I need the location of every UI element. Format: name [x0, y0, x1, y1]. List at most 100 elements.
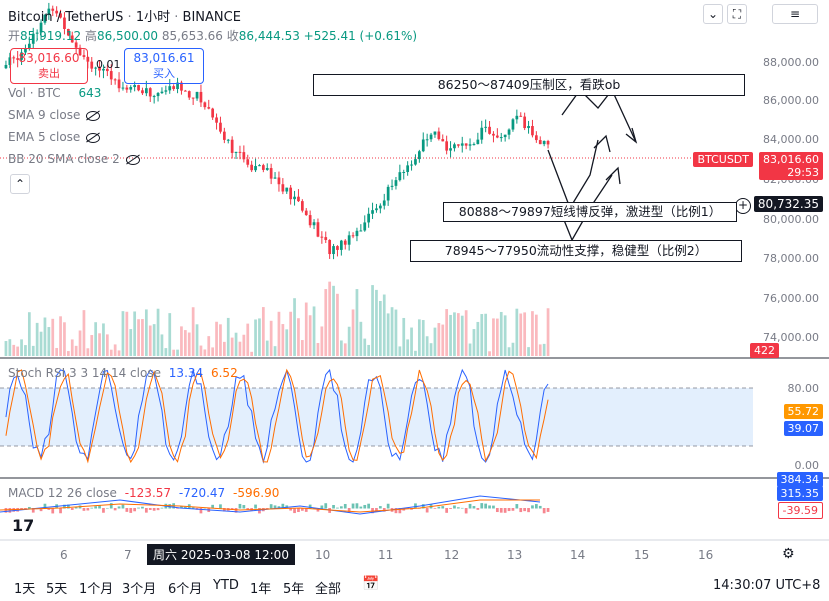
macd-bar — [47, 508, 51, 510]
timeframe-button[interactable]: 5天 — [46, 582, 68, 597]
volume-bar — [230, 337, 234, 356]
volume-bar — [406, 339, 410, 356]
volume-bar — [281, 324, 285, 356]
candle-body — [453, 144, 456, 149]
candle-body — [219, 122, 222, 132]
timeframe-button[interactable]: 3个月 — [122, 582, 157, 597]
candle-body — [492, 133, 495, 136]
macd-bar — [515, 504, 519, 509]
candle-body — [367, 213, 371, 223]
volume-bar — [211, 347, 215, 356]
volume-bar — [47, 327, 51, 356]
tradingview-logo[interactable]: 17 — [12, 516, 35, 535]
volume-bar — [289, 311, 293, 356]
macd-bar — [293, 508, 296, 514]
timeframe-button[interactable]: 1年 — [250, 582, 272, 597]
time-axis-label: 6 — [60, 548, 68, 562]
candle-body — [16, 58, 20, 60]
symbol-title-row[interactable]: Bitcoin / TetherUS · 1小时 · BINANCE — [8, 6, 241, 25]
volume-bar — [238, 341, 242, 356]
ema-indicator-label[interactable]: EMA 5 close — [8, 130, 101, 144]
timeframe-button[interactable]: 6个月 — [168, 582, 203, 597]
price-axis-label: 88,000.00 — [763, 56, 819, 69]
candle-body — [406, 165, 410, 173]
price-axis-label: 80,000.00 — [763, 213, 819, 226]
buy-button[interactable]: 83,016.61 买入 — [124, 48, 204, 84]
macd-bar — [297, 508, 300, 513]
candle-body — [183, 90, 187, 92]
timeframe-button[interactable]: 1天 — [14, 582, 36, 597]
collapse-chevron-icon[interactable]: ⌃ — [10, 174, 30, 194]
volume-bar — [246, 323, 250, 356]
support-zone-label[interactable]: 78945～77950流动性支撑，稳健型（比例2） — [410, 240, 742, 262]
candle-body — [121, 87, 125, 89]
candle-body — [441, 139, 445, 142]
candle-body — [187, 91, 191, 98]
volume-bar — [414, 350, 417, 356]
stoch-k-value: 13.34 — [168, 366, 204, 380]
macd-label[interactable]: MACD 12 26 close -123.57 -720.47 -596.90 — [8, 486, 280, 500]
volume-bar — [242, 334, 246, 356]
clock-label[interactable]: 14:30:07 UTC+8 — [713, 578, 821, 593]
timeframe-button[interactable]: YTD — [213, 578, 239, 593]
candle-body — [445, 141, 449, 151]
volume-bar — [531, 311, 534, 356]
timeframe-button[interactable]: 5年 — [283, 582, 305, 597]
bb-indicator-label[interactable]: BB 20 SMA close 2 — [8, 152, 140, 166]
candle-body — [382, 200, 386, 206]
volume-bar — [441, 324, 445, 356]
volume-bar — [464, 310, 468, 356]
rebound-zone-label[interactable]: 80888～79897短线博反弹，激进型（比例1） — [443, 202, 737, 222]
calendar-range-icon[interactable]: 📅 — [362, 576, 380, 592]
macd-bar — [382, 508, 386, 512]
timeframe-button[interactable]: 全部 — [315, 582, 342, 597]
macd-bar — [27, 506, 31, 509]
volume-bar — [347, 326, 351, 356]
fullscreen-icon[interactable]: ⛶ — [727, 4, 747, 24]
interval-label[interactable]: 1小时 — [135, 10, 171, 25]
volume-bar — [304, 302, 308, 356]
volume-bar — [125, 311, 129, 356]
candle-body — [66, 29, 70, 36]
stoch-rsi-label[interactable]: Stoch RSI 3 3 14 14 close 13.34 6.52 — [8, 366, 238, 380]
macd-bar — [242, 505, 246, 509]
timeframe-button[interactable]: 1个月 — [79, 582, 114, 597]
volume-bar — [378, 300, 382, 356]
candle-body — [355, 230, 359, 237]
sma-indicator-label[interactable]: SMA 9 close — [8, 108, 101, 122]
crosshair-plus-icon[interactable]: + — [735, 198, 751, 214]
cursor-price-tag: 80,732.35 — [753, 196, 823, 212]
settings-gear-icon[interactable]: ⚙ — [782, 546, 795, 562]
stoch-axis-80: 80.00 — [787, 382, 820, 395]
candle-body — [258, 165, 261, 167]
candle-body — [269, 168, 273, 179]
volume-bar — [105, 334, 109, 356]
candle-body — [390, 185, 394, 187]
candle-body — [277, 177, 281, 185]
symbol-name[interactable]: Bitcoin / TetherUS — [8, 10, 124, 25]
volume-bar — [339, 340, 343, 356]
close-label: 收 — [226, 29, 239, 43]
eye-off-icon[interactable] — [86, 110, 101, 121]
volume-bar — [168, 313, 172, 356]
resistance-zone-label[interactable]: 86250～87409压制区，看跌ob — [313, 74, 745, 96]
macd-bar — [156, 508, 160, 511]
macd-bar — [375, 508, 378, 512]
menu-lines-icon[interactable]: ≡ — [772, 4, 818, 24]
sell-button[interactable]: 83,016.60 卖出 — [10, 48, 88, 84]
volume-bar — [164, 348, 168, 356]
volume-bar — [82, 310, 86, 356]
eye-off-icon[interactable] — [86, 132, 101, 143]
eye-off-icon[interactable] — [125, 154, 140, 165]
candle-body — [499, 137, 503, 139]
volume-bar — [63, 322, 66, 356]
chevron-down-icon[interactable]: ⌄ — [703, 4, 723, 24]
macd-bar — [304, 508, 308, 512]
volume-indicator-label[interactable]: Vol · BTC 643 — [8, 86, 102, 100]
candle-body — [316, 222, 320, 237]
volume-bar — [499, 311, 503, 356]
macd-bar — [66, 504, 70, 509]
volume-bar — [336, 293, 339, 356]
macd-bar — [148, 508, 152, 510]
